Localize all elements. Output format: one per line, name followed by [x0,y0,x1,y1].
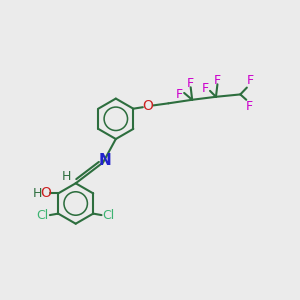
Text: F: F [246,100,253,113]
Text: F: F [214,74,221,87]
Text: F: F [187,76,194,90]
Text: O: O [143,99,154,113]
Text: H: H [62,170,71,183]
Text: H: H [33,187,42,200]
Text: Cl: Cl [103,209,115,222]
Text: O: O [40,186,51,200]
Text: N: N [99,154,112,169]
Text: F: F [202,82,209,95]
Text: F: F [246,74,254,87]
Text: F: F [176,88,183,101]
Text: Cl: Cl [37,209,49,222]
